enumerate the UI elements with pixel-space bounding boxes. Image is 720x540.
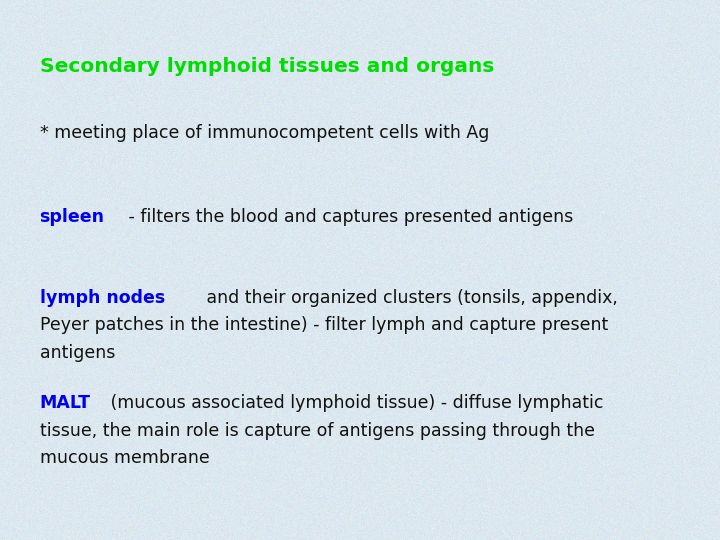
Text: antigens: antigens: [40, 344, 115, 362]
Text: and their organized clusters (tonsils, appendix,: and their organized clusters (tonsils, a…: [201, 289, 618, 307]
Text: - filters the blood and captures presented antigens: - filters the blood and captures present…: [123, 208, 574, 226]
Text: lymph nodes: lymph nodes: [40, 289, 165, 307]
Text: Secondary lymphoid tissues and organs: Secondary lymphoid tissues and organs: [40, 57, 494, 76]
Text: Peyer patches in the intestine) - filter lymph and capture present: Peyer patches in the intestine) - filter…: [40, 316, 608, 334]
Text: mucous membrane: mucous membrane: [40, 449, 210, 467]
Text: * meeting place of immunocompetent cells with Ag: * meeting place of immunocompetent cells…: [40, 124, 489, 142]
Text: tissue, the main role is capture of antigens passing through the: tissue, the main role is capture of anti…: [40, 422, 595, 440]
Text: MALT: MALT: [40, 394, 91, 412]
Text: spleen: spleen: [40, 208, 104, 226]
Text: (mucous associated lymphoid tissue) - diffuse lymphatic: (mucous associated lymphoid tissue) - di…: [105, 394, 604, 412]
